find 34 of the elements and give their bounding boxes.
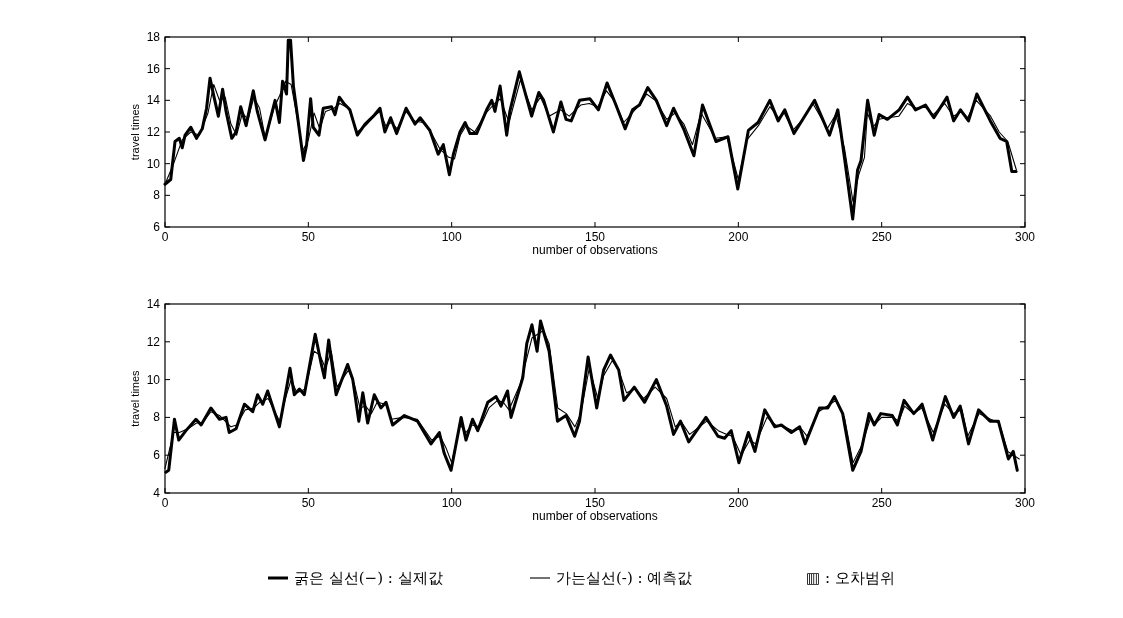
y-tick-label: 10	[146, 156, 161, 171]
x-tick-label: 100	[441, 496, 462, 510]
y-axis-title: travel times	[129, 369, 141, 427]
text: ▥ : 오차범위	[806, 569, 895, 587]
x-tick-label: 50	[301, 496, 316, 510]
x-tick-label: 100	[441, 230, 462, 244]
y-tick-label: 6	[153, 448, 161, 463]
x-tick-label: 0	[161, 496, 169, 510]
x-axis-title: number of observations	[532, 243, 658, 257]
y-tick-label: 4	[153, 486, 161, 500]
y-tick-label: 16	[146, 61, 161, 76]
legend-label: 가는실선(-) : 예측값	[556, 569, 693, 587]
y-tick-label: 14	[146, 93, 161, 108]
x-tick-label: 250	[871, 230, 892, 244]
y-tick-label: 8	[153, 188, 161, 203]
y-tick-label: 6	[153, 220, 161, 234]
x-tick-label: 200	[728, 496, 749, 510]
x-tick-label: 200	[728, 230, 749, 244]
legend-label: 굵은 실선(−) : 실제값	[294, 569, 443, 587]
y-tick-label: 10	[146, 372, 161, 387]
y-tick-label: 12	[146, 334, 161, 349]
y-axis-title: travel times	[129, 103, 141, 161]
y-tick-label: 18	[146, 30, 161, 44]
x-tick-label: 50	[301, 230, 316, 244]
y-tick-label: 8	[153, 410, 161, 425]
x-tick-label: 150	[584, 230, 606, 244]
y-tick-label: 12	[146, 125, 161, 139]
y-tick-label: 14	[146, 297, 161, 311]
x-tick-label: 300	[1014, 230, 1036, 244]
x-axis-title: number of observations	[532, 509, 658, 523]
x-tick-label: 300	[1014, 496, 1036, 510]
x-tick-label: 150	[584, 496, 606, 510]
x-tick-label: 250	[871, 496, 892, 510]
x-tick-label: 0	[161, 230, 169, 244]
